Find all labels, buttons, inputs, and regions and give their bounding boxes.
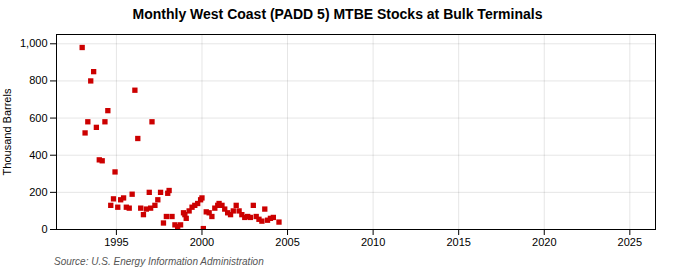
svg-text:1,000: 1,000 <box>20 37 48 49</box>
svg-text:800: 800 <box>29 74 47 86</box>
svg-text:2025: 2025 <box>618 236 642 248</box>
svg-text:2010: 2010 <box>361 236 385 248</box>
svg-text:Thousand Barrels: Thousand Barrels <box>1 88 13 175</box>
svg-text:1995: 1995 <box>104 236 128 248</box>
svg-text:200: 200 <box>29 186 47 198</box>
html-text:Source: U.S. Energy Informatio: Source: U.S. Energy Information Administ… <box>54 256 264 267</box>
html-text:Monthly West Coast (PADD 5) MT: Monthly West Coast (PADD 5) MTBE Stocks … <box>132 6 543 22</box>
svg-text:2015: 2015 <box>446 236 470 248</box>
svg-text:0: 0 <box>41 223 47 235</box>
svg-text:400: 400 <box>29 149 47 161</box>
svg-text:2020: 2020 <box>532 236 556 248</box>
svg-text:2005: 2005 <box>275 236 299 248</box>
svg-text:2000: 2000 <box>190 236 214 248</box>
svg-text:600: 600 <box>29 112 47 124</box>
